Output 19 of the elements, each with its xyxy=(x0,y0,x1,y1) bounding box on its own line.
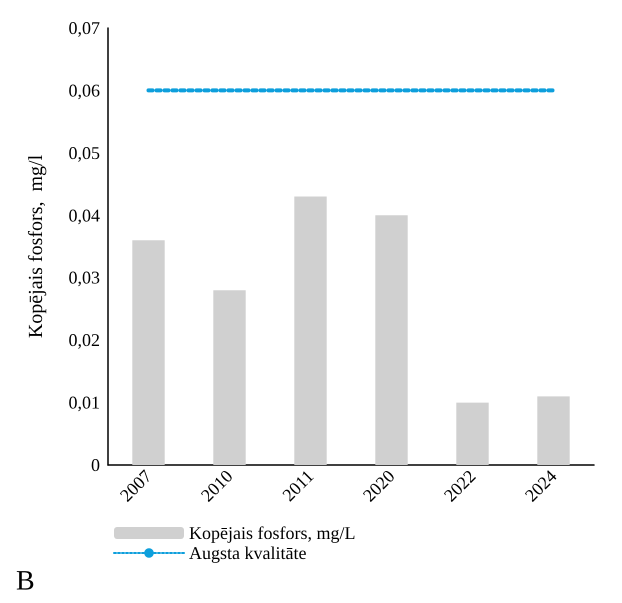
y-tick-label: 0,07 xyxy=(68,18,100,38)
y-tick-label: 0,05 xyxy=(68,142,100,163)
legend-label: Augsta kvalitāte xyxy=(189,543,306,563)
bar xyxy=(294,196,327,465)
y-tick-label: 0,06 xyxy=(68,80,100,100)
x-tick-label: 2011 xyxy=(278,466,318,506)
y-tick-label: 0,01 xyxy=(68,392,100,413)
bar xyxy=(375,215,408,465)
legend-label: Kopējais fosfors, mg/L xyxy=(189,523,356,543)
bar xyxy=(456,402,489,465)
bar xyxy=(537,396,570,465)
y-tick-label: 0,03 xyxy=(68,268,100,288)
bar xyxy=(213,290,246,465)
y-axis-title: Kopējais fosfors, mg/l xyxy=(25,154,47,338)
text: B xyxy=(16,566,35,596)
y-tick-label: 0,02 xyxy=(68,330,100,350)
y-tick-label: 0,04 xyxy=(68,205,100,226)
y-tick-label: 0 xyxy=(91,455,100,475)
bar xyxy=(132,240,165,465)
